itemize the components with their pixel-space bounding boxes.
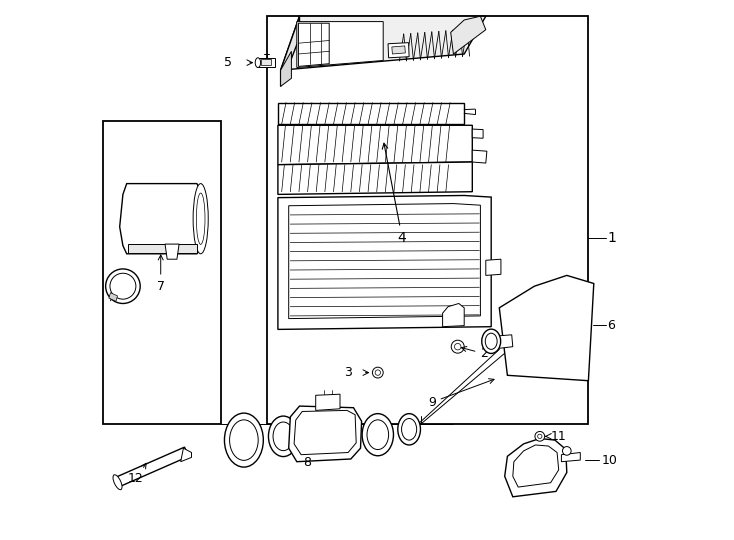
Circle shape (106, 269, 140, 303)
Ellipse shape (401, 418, 417, 440)
Ellipse shape (485, 333, 497, 349)
Circle shape (110, 273, 136, 299)
Text: 10: 10 (602, 454, 618, 467)
Polygon shape (472, 129, 483, 138)
Circle shape (562, 447, 571, 455)
Polygon shape (261, 59, 271, 65)
Ellipse shape (362, 414, 393, 456)
Polygon shape (278, 162, 472, 194)
Ellipse shape (398, 414, 421, 445)
Text: 2: 2 (462, 347, 488, 360)
Polygon shape (258, 58, 275, 67)
Circle shape (451, 340, 464, 353)
Polygon shape (181, 448, 192, 462)
Polygon shape (120, 184, 205, 254)
Ellipse shape (230, 420, 258, 460)
Polygon shape (451, 16, 486, 54)
Polygon shape (316, 394, 340, 410)
Text: 9: 9 (428, 379, 494, 409)
Polygon shape (278, 195, 491, 329)
Polygon shape (299, 23, 330, 66)
Polygon shape (388, 43, 409, 58)
Ellipse shape (193, 184, 208, 254)
Polygon shape (278, 125, 472, 165)
Circle shape (537, 434, 542, 438)
Bar (103, 122, 221, 424)
Polygon shape (472, 150, 487, 163)
Polygon shape (288, 406, 362, 462)
Text: 8: 8 (304, 440, 321, 469)
Polygon shape (280, 51, 291, 86)
Circle shape (375, 370, 380, 375)
Text: 5: 5 (224, 56, 232, 69)
Polygon shape (505, 438, 567, 497)
Circle shape (535, 431, 545, 441)
Polygon shape (297, 22, 383, 68)
Text: 3: 3 (344, 366, 352, 379)
Polygon shape (294, 410, 356, 455)
Polygon shape (280, 16, 299, 86)
Polygon shape (280, 16, 486, 70)
Polygon shape (288, 204, 480, 319)
Circle shape (454, 343, 461, 350)
Polygon shape (392, 46, 405, 54)
Polygon shape (115, 447, 189, 487)
Text: 11: 11 (550, 430, 567, 443)
Bar (267, 16, 589, 424)
Polygon shape (562, 453, 581, 462)
Polygon shape (128, 244, 197, 253)
Polygon shape (109, 293, 117, 301)
Ellipse shape (255, 58, 261, 68)
Text: 12: 12 (128, 463, 146, 485)
Ellipse shape (482, 329, 501, 354)
Polygon shape (498, 335, 513, 348)
Text: 1: 1 (607, 231, 616, 245)
Polygon shape (499, 275, 594, 381)
Polygon shape (278, 103, 464, 124)
Ellipse shape (367, 420, 388, 449)
Circle shape (372, 367, 383, 378)
Ellipse shape (113, 475, 122, 490)
Ellipse shape (273, 422, 294, 450)
Ellipse shape (269, 416, 298, 456)
Ellipse shape (197, 193, 205, 244)
Polygon shape (165, 244, 179, 259)
Polygon shape (513, 445, 559, 487)
Text: 6: 6 (607, 319, 615, 332)
Polygon shape (486, 259, 501, 275)
Ellipse shape (225, 413, 264, 467)
Text: 7: 7 (157, 255, 164, 293)
Text: 4: 4 (382, 143, 407, 245)
Polygon shape (443, 303, 464, 327)
